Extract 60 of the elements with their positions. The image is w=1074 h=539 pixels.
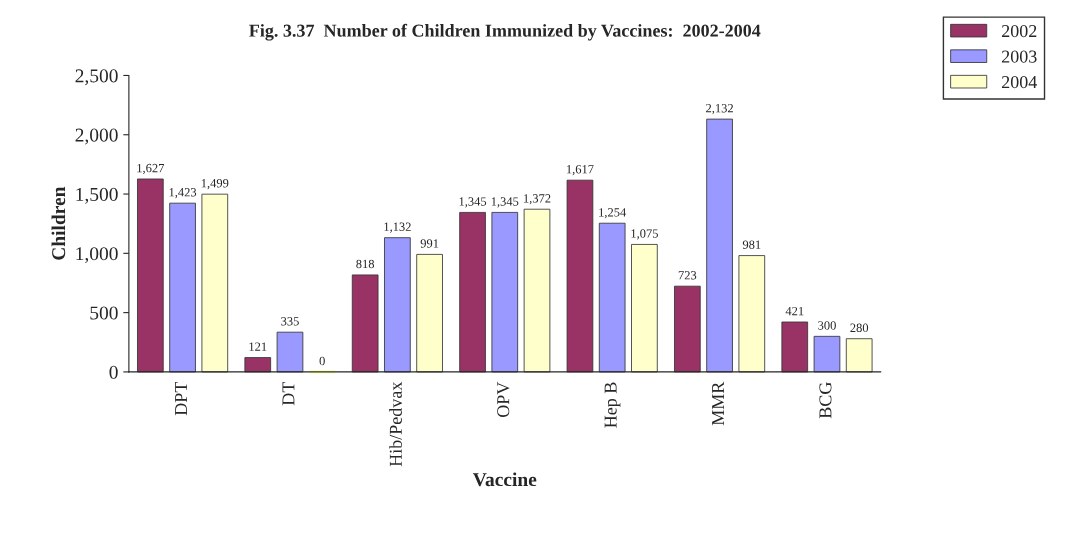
x-tick-label: DT bbox=[282, 381, 295, 406]
y-tick-label: 2,000 bbox=[75, 128, 118, 145]
y-tick-label: 0 bbox=[109, 365, 118, 379]
bar bbox=[674, 285, 701, 373]
bar bbox=[459, 212, 486, 373]
data-label: 1,254 bbox=[599, 208, 627, 219]
data-label: 723 bbox=[678, 271, 697, 280]
data-label: 300 bbox=[818, 321, 836, 330]
data-label: 280 bbox=[850, 323, 869, 332]
data-label: 981 bbox=[742, 240, 761, 249]
data-label: 1,345 bbox=[459, 197, 487, 208]
x-tick-label: OPV bbox=[497, 381, 510, 418]
bar bbox=[384, 237, 411, 373]
data-label: 421 bbox=[785, 306, 804, 316]
data-label: 1,627 bbox=[137, 163, 165, 175]
data-label: 1,372 bbox=[524, 194, 551, 205]
bar bbox=[416, 253, 443, 373]
data-label: 1,075 bbox=[631, 229, 658, 240]
y-tick-label: 500 bbox=[90, 306, 118, 320]
x-tick-label: Hib/Pedvax bbox=[389, 381, 402, 467]
bar bbox=[523, 208, 551, 373]
data-label: 2,132 bbox=[706, 103, 733, 115]
bar bbox=[201, 193, 229, 373]
legend-label: 2004 bbox=[1001, 75, 1038, 89]
y-tick-label: 1,500 bbox=[76, 187, 118, 204]
data-label: 0 bbox=[319, 356, 325, 366]
data-label: 121 bbox=[249, 342, 267, 351]
data-label: 335 bbox=[281, 317, 299, 326]
data-label: 1,132 bbox=[384, 222, 411, 233]
bar bbox=[738, 255, 766, 373]
x-axis-title: Vaccine bbox=[472, 472, 537, 487]
y-tick-label: 2,500 bbox=[75, 69, 118, 86]
y-tick-label: 1,000 bbox=[76, 247, 118, 264]
bar bbox=[598, 222, 626, 373]
bar bbox=[781, 321, 809, 373]
bar bbox=[244, 357, 272, 373]
bar bbox=[169, 202, 196, 373]
legend-label: 2002 bbox=[1001, 24, 1037, 38]
bar bbox=[137, 178, 164, 373]
chart-title: Fig. 3.37 Number of Children Immunized by Vaccines: 2002-2004 bbox=[249, 23, 761, 41]
data-label: 1,423 bbox=[169, 188, 197, 199]
x-tick-label: Hep B bbox=[604, 382, 621, 428]
x-tick-label: DPT bbox=[175, 381, 187, 416]
data-label: 818 bbox=[356, 259, 375, 269]
legend-label: 2003 bbox=[1001, 50, 1037, 63]
data-label: 991 bbox=[420, 239, 439, 248]
bar bbox=[706, 118, 733, 373]
data-label: 1,499 bbox=[201, 179, 229, 190]
x-tick-label: MMR bbox=[712, 381, 724, 426]
bar bbox=[351, 274, 379, 373]
bar bbox=[813, 335, 841, 373]
x-tick-label: BCG bbox=[819, 382, 832, 419]
y-axis-title: Children bbox=[51, 186, 66, 260]
bar bbox=[491, 212, 519, 373]
data-label: 1,617 bbox=[567, 165, 594, 176]
bar bbox=[845, 338, 873, 373]
data-label: 1,345 bbox=[491, 197, 519, 208]
bar bbox=[566, 179, 594, 373]
bar bbox=[631, 244, 658, 373]
bar bbox=[276, 331, 304, 373]
